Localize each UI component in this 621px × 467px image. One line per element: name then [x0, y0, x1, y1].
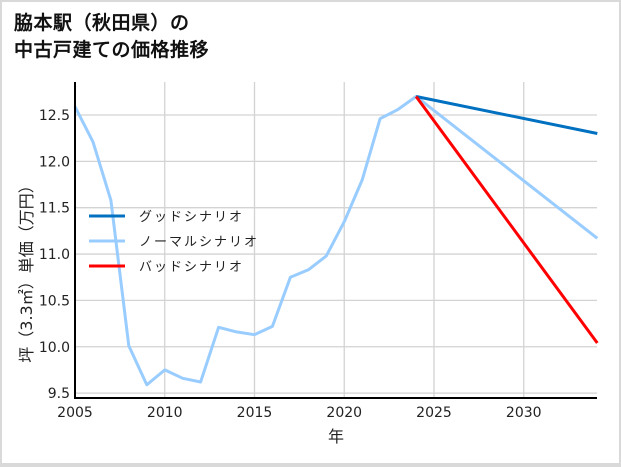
y-tick-label: 12.5: [39, 108, 70, 124]
legend-label: バッドシナリオ: [139, 260, 244, 275]
x-tick-label: 2005: [57, 405, 93, 421]
chart-title-line2: 中古戸建ての価格推移: [14, 39, 210, 61]
y-tick-label: 10.5: [39, 293, 70, 309]
x-axis-ticks: 2005 2010 2015 2020 2025 2030: [57, 405, 541, 421]
legend-label: ノーマルシナリオ: [139, 235, 259, 250]
y-tick-label: 11.0: [39, 247, 70, 263]
y-tick-label: 12.0: [39, 154, 70, 170]
series-lines: [73, 95, 599, 387]
x-tick-label: 2010: [147, 405, 183, 421]
legend-label: グッドシナリオ: [139, 210, 244, 225]
y-tick-label: 11.5: [39, 201, 70, 217]
chart-title: 脇本駅（秋田県）の 中古戸建ての価格推移: [14, 10, 209, 64]
y-axis-ticks: 9.5 10.0 10.5 11.0 11.5 12.0 12.5: [39, 108, 70, 402]
x-tick-label: 2030: [506, 405, 542, 421]
series-line-2: [414, 95, 599, 344]
chart-title-line1: 脇本駅（秋田県）の: [14, 12, 190, 34]
y-axis-label: 坪（3.3㎡）単価（万円）: [17, 177, 36, 362]
series-line-1: [73, 95, 599, 387]
x-tick-label: 2015: [237, 405, 273, 421]
x-tick-label: 2025: [416, 405, 452, 421]
y-tick-label: 10.0: [39, 340, 70, 356]
series-line-0: [415, 95, 598, 135]
y-tick-label: 9.5: [48, 386, 70, 402]
x-tick-label: 2020: [326, 405, 362, 421]
axes: [74, 82, 597, 399]
x-axis-label: 年: [328, 427, 344, 446]
